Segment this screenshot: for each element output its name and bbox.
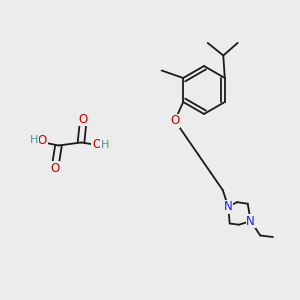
Text: H: H bbox=[101, 140, 109, 150]
Text: O: O bbox=[92, 138, 101, 151]
Text: H: H bbox=[30, 135, 38, 146]
Text: O: O bbox=[38, 134, 47, 147]
Text: O: O bbox=[79, 112, 88, 126]
Text: O: O bbox=[170, 114, 179, 127]
Text: O: O bbox=[50, 161, 59, 175]
Text: N: N bbox=[224, 200, 233, 213]
Text: N: N bbox=[246, 214, 255, 228]
